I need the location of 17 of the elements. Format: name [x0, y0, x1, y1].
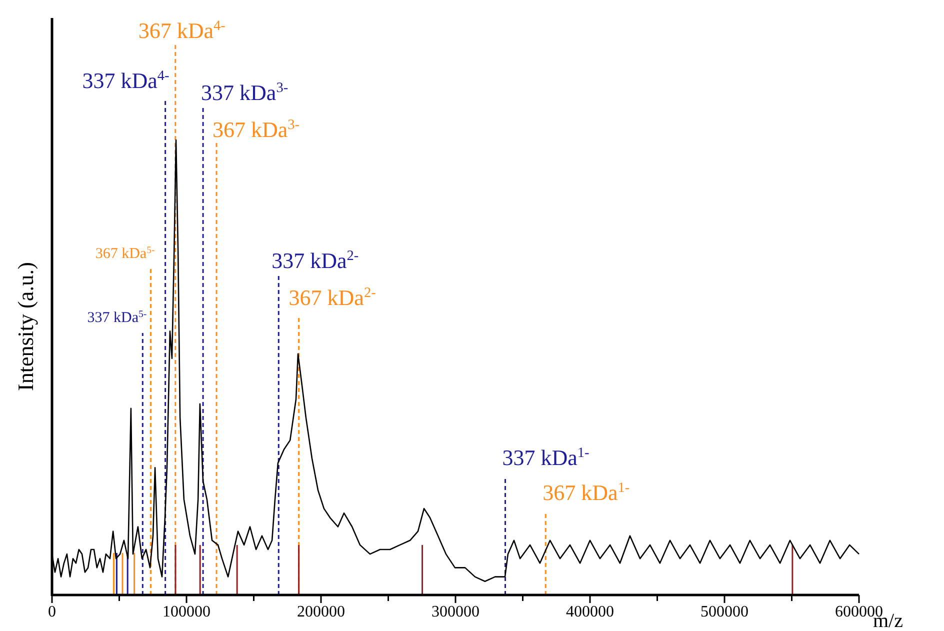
ref-line-label: 367 kDa$^{2-}$	[288, 285, 376, 310]
x-tick-label: 200000	[297, 603, 345, 620]
ref-line-label: 367 kDa$^{3-}$	[212, 117, 300, 142]
ref-line-label: 337 kDa$^{1-}$	[502, 445, 590, 470]
ref-line-label: 367 kDa$^{5-}$	[95, 244, 155, 262]
y-axis-title: Intensity (a.u.)	[13, 262, 38, 391]
x-tick-label: 300000	[432, 603, 480, 620]
ref-line-label: 367 kDa$^{4-}$	[138, 18, 226, 43]
x-tick-label: 500000	[700, 603, 748, 620]
ref-line-label: 337 kDa$^{4-}$	[82, 68, 170, 93]
ref-line-label: 337 kDa$^{5-}$	[87, 308, 147, 326]
x-tick-label: 100000	[162, 603, 210, 620]
ref-line-label: 367 kDa$^{1-}$	[542, 480, 630, 505]
ref-line-label: 337 kDa$^{3-}$	[201, 80, 288, 105]
ref-line-label: 337 kDa$^{2-}$	[272, 248, 359, 273]
x-tick-label: 400000	[566, 603, 614, 620]
x-tick-label: 0	[48, 603, 56, 620]
